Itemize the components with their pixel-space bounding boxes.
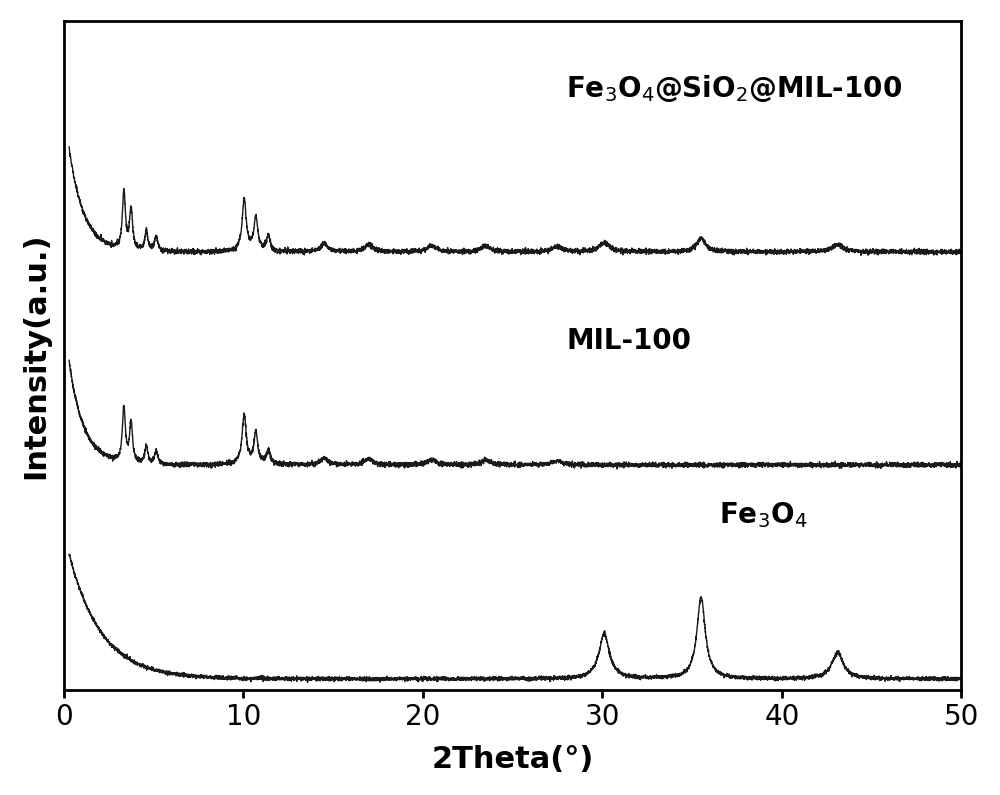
Y-axis label: Intensity(a.u.): Intensity(a.u.) [21, 232, 50, 479]
Text: Fe$_3$O$_4$: Fe$_3$O$_4$ [719, 501, 807, 530]
Text: MIL-100: MIL-100 [566, 327, 691, 355]
X-axis label: 2Theta(°): 2Theta(°) [431, 745, 594, 774]
Text: Fe$_3$O$_4$@SiO$_2$@MIL-100: Fe$_3$O$_4$@SiO$_2$@MIL-100 [566, 73, 902, 104]
